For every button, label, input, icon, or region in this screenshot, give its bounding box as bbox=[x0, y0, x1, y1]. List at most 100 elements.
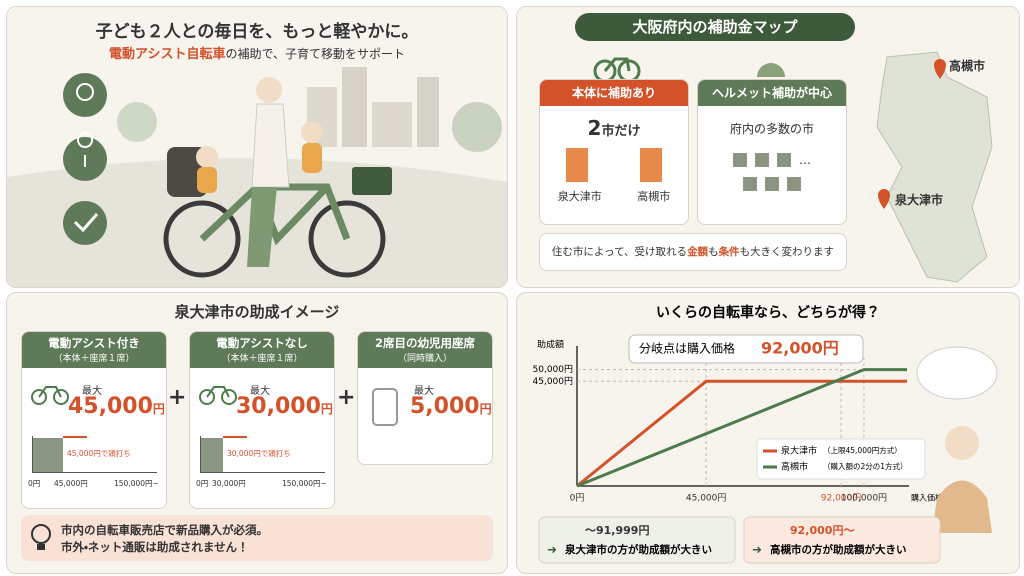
plus: + bbox=[168, 385, 187, 410]
card-body-subsidy: 本体に補助あり 2市だけ 泉大津市 高槻市 bbox=[539, 79, 689, 225]
x-tick-label: 45,000円 bbox=[686, 493, 727, 504]
x-tick-label: 92,000円 bbox=[821, 493, 862, 504]
cap-label: 45,000円で頭打ち bbox=[67, 449, 131, 458]
panel-title: 泉大津市の助成イメージ bbox=[174, 303, 340, 321]
conclusion-range: ～91,999円 bbox=[585, 524, 649, 537]
series-line bbox=[576, 379, 907, 488]
x-axis-label: 購入価格 bbox=[911, 493, 943, 503]
subtitle-highlight: 電動アシスト自転車 bbox=[108, 47, 226, 62]
bike-icon bbox=[199, 386, 237, 405]
callout-box bbox=[628, 334, 864, 364]
map-note: 住む市によって、受け取れる金額も条件も大きく変わります bbox=[539, 233, 847, 271]
subsidy-card: 電動アシストなし （本体＋座席１席） 最大 30,000円 30,000円で頭打ち 0円 3… bbox=[189, 331, 335, 509]
cap-label: 30,000円で頭打ち bbox=[227, 449, 291, 458]
notice-line: 市内の自転車販売店で新品購入が必須。 bbox=[61, 523, 268, 537]
city-names: 泉大津市 高槻市 bbox=[540, 188, 688, 204]
chart-title: いくらの自転車なら、どちらが得？ bbox=[656, 304, 880, 321]
amount-number: 5,000 bbox=[410, 394, 480, 419]
amount-unit: 円 bbox=[152, 402, 165, 416]
conclusion-box bbox=[743, 516, 941, 564]
house-icons: … bbox=[698, 153, 846, 167]
hero-title: 子ども２人との毎日を、もっと軽やかに。 bbox=[95, 22, 419, 42]
conclusion-arrow: ➜ bbox=[752, 543, 762, 557]
cap-chart: 45,000円で頭打ち bbox=[32, 436, 157, 473]
card-header: 2席目の幼児用座席 （同時購入） bbox=[358, 332, 492, 368]
y-tick-label: 50,000円 bbox=[533, 364, 574, 375]
card-header: ヘルメット補助が中心 bbox=[698, 80, 846, 106]
bike-icon bbox=[31, 386, 69, 405]
y-tick-label: 45,000円 bbox=[533, 376, 574, 387]
cap-axis-label: 30,000円 bbox=[212, 479, 246, 488]
helmet-text: 府内の多数の市 bbox=[729, 122, 814, 136]
conclusion-text: 泉大津市の方が助成額が大きい bbox=[564, 543, 712, 556]
cap-axis-label: 0円 bbox=[196, 479, 209, 488]
card-sub: （同時購入） bbox=[397, 354, 452, 364]
max-label: 最大 bbox=[250, 386, 270, 397]
cap-line bbox=[223, 436, 247, 438]
cap-chart: 30,000円で頭打ち bbox=[200, 436, 325, 473]
callout-value: 92,000円 bbox=[761, 339, 839, 358]
amount: 5,000円 bbox=[410, 394, 492, 419]
card-header: 電動アシストなし （本体＋座席１席） bbox=[190, 332, 334, 368]
y-axis-label: 助成額 bbox=[537, 339, 564, 351]
conclusion-range: 92,000円～ bbox=[790, 524, 854, 537]
cap-axis-label: 45,000円 bbox=[54, 479, 88, 488]
card-title: 電動アシスト付き bbox=[48, 336, 140, 350]
legend-label: 高槻市 bbox=[781, 461, 808, 473]
note-emph: 条件 bbox=[718, 246, 740, 258]
card-header: 電動アシスト付き （本体＋座席１席） bbox=[22, 332, 166, 368]
map-label: 泉大津市 bbox=[895, 193, 944, 207]
note-text: も大きく変わります bbox=[739, 246, 835, 258]
seat-icon bbox=[372, 388, 398, 426]
hero-illustration bbox=[7, 67, 507, 287]
map-title: 大阪府内の補助金マップ bbox=[575, 13, 855, 41]
notice-line: 市外・ネット通販は助成されません！ bbox=[61, 540, 249, 554]
count-suffix: 市だけ bbox=[601, 124, 641, 139]
subtitle-rest: の補助で、子育て移動をサポート bbox=[225, 47, 405, 61]
max-label: 最大 bbox=[82, 386, 102, 397]
map-label: 高槻市 bbox=[949, 59, 986, 73]
legend-box bbox=[756, 438, 926, 480]
city: 泉大津市 bbox=[557, 190, 602, 203]
cap-line bbox=[63, 436, 87, 438]
izumiotsu-panel: 泉大津市の助成イメージ 電動アシスト付き （本体＋座席１席） 最大 45,000円 45… bbox=[6, 292, 508, 574]
legend-note: （上限45,000円方式） bbox=[823, 445, 902, 455]
hero-panel: 子ども２人との毎日を、もっと軽やかに。 電動アシスト自転車の補助で、子育て移動を… bbox=[6, 6, 508, 288]
city: 高槻市 bbox=[637, 190, 671, 203]
cap-axis-label: 150,000円~ bbox=[282, 479, 327, 488]
callout-text: 分岐点は購入価格 bbox=[639, 341, 735, 356]
amount-unit: 円 bbox=[479, 402, 492, 416]
conclusion-arrow: ➜ bbox=[547, 543, 557, 557]
subsidy-card: 2席目の幼児用座席 （同時購入） 最大 5,000円 bbox=[357, 331, 493, 465]
x-tick-label: 100,000円 bbox=[841, 493, 887, 504]
cap-area bbox=[201, 438, 223, 472]
legend-note: （購入額の2分の1方式） bbox=[823, 461, 908, 471]
amount-number: 45,000 bbox=[68, 394, 153, 419]
card-title: 電動アシストなし bbox=[216, 336, 308, 350]
subsidy-card: 電動アシスト付き （本体＋座席１席） 最大 45,000円 45,000円で頭打ち 0円 4… bbox=[21, 331, 167, 509]
hero-subtitle: 電動アシスト自転車の補助で、子育て移動をサポート bbox=[7, 43, 507, 62]
bulb-icon bbox=[31, 524, 51, 550]
series-line bbox=[576, 368, 907, 488]
amount-unit: 円 bbox=[320, 402, 333, 416]
card-helmet: ヘルメット補助が中心 府内の多数の市 … bbox=[697, 79, 847, 225]
legend-label: 泉大津市 bbox=[781, 445, 817, 457]
card-sub: （本体＋座席１席） bbox=[53, 354, 135, 364]
chart-panel: いくらの自転車なら、どちらが得？ 助成額 購入価格 45,000円 50,000円 0円 4… bbox=[516, 292, 1020, 574]
count: 2 bbox=[587, 116, 602, 140]
thought-bubble bbox=[916, 346, 998, 400]
amount: 30,000円 bbox=[236, 394, 333, 419]
count-line: 2市だけ bbox=[540, 116, 688, 140]
map-panel: 大阪府内の補助金マップ 本体に補助あり 2市だけ 泉大津市 高槻市 ヘルメット補助… bbox=[516, 6, 1020, 288]
ellipsis: … bbox=[799, 153, 811, 167]
card-header: 本体に補助あり bbox=[540, 80, 688, 106]
map-illustration bbox=[593, 51, 993, 283]
conclusion-box bbox=[538, 516, 736, 564]
card-title: 2席目の幼児用座席 bbox=[374, 336, 475, 350]
person-head bbox=[945, 426, 979, 460]
note-text: 住む市によって、受け取れる bbox=[551, 246, 688, 258]
amount: 45,000円 bbox=[68, 394, 165, 419]
conclusion-text: 高槻市の方が助成額が大きい bbox=[770, 543, 907, 556]
